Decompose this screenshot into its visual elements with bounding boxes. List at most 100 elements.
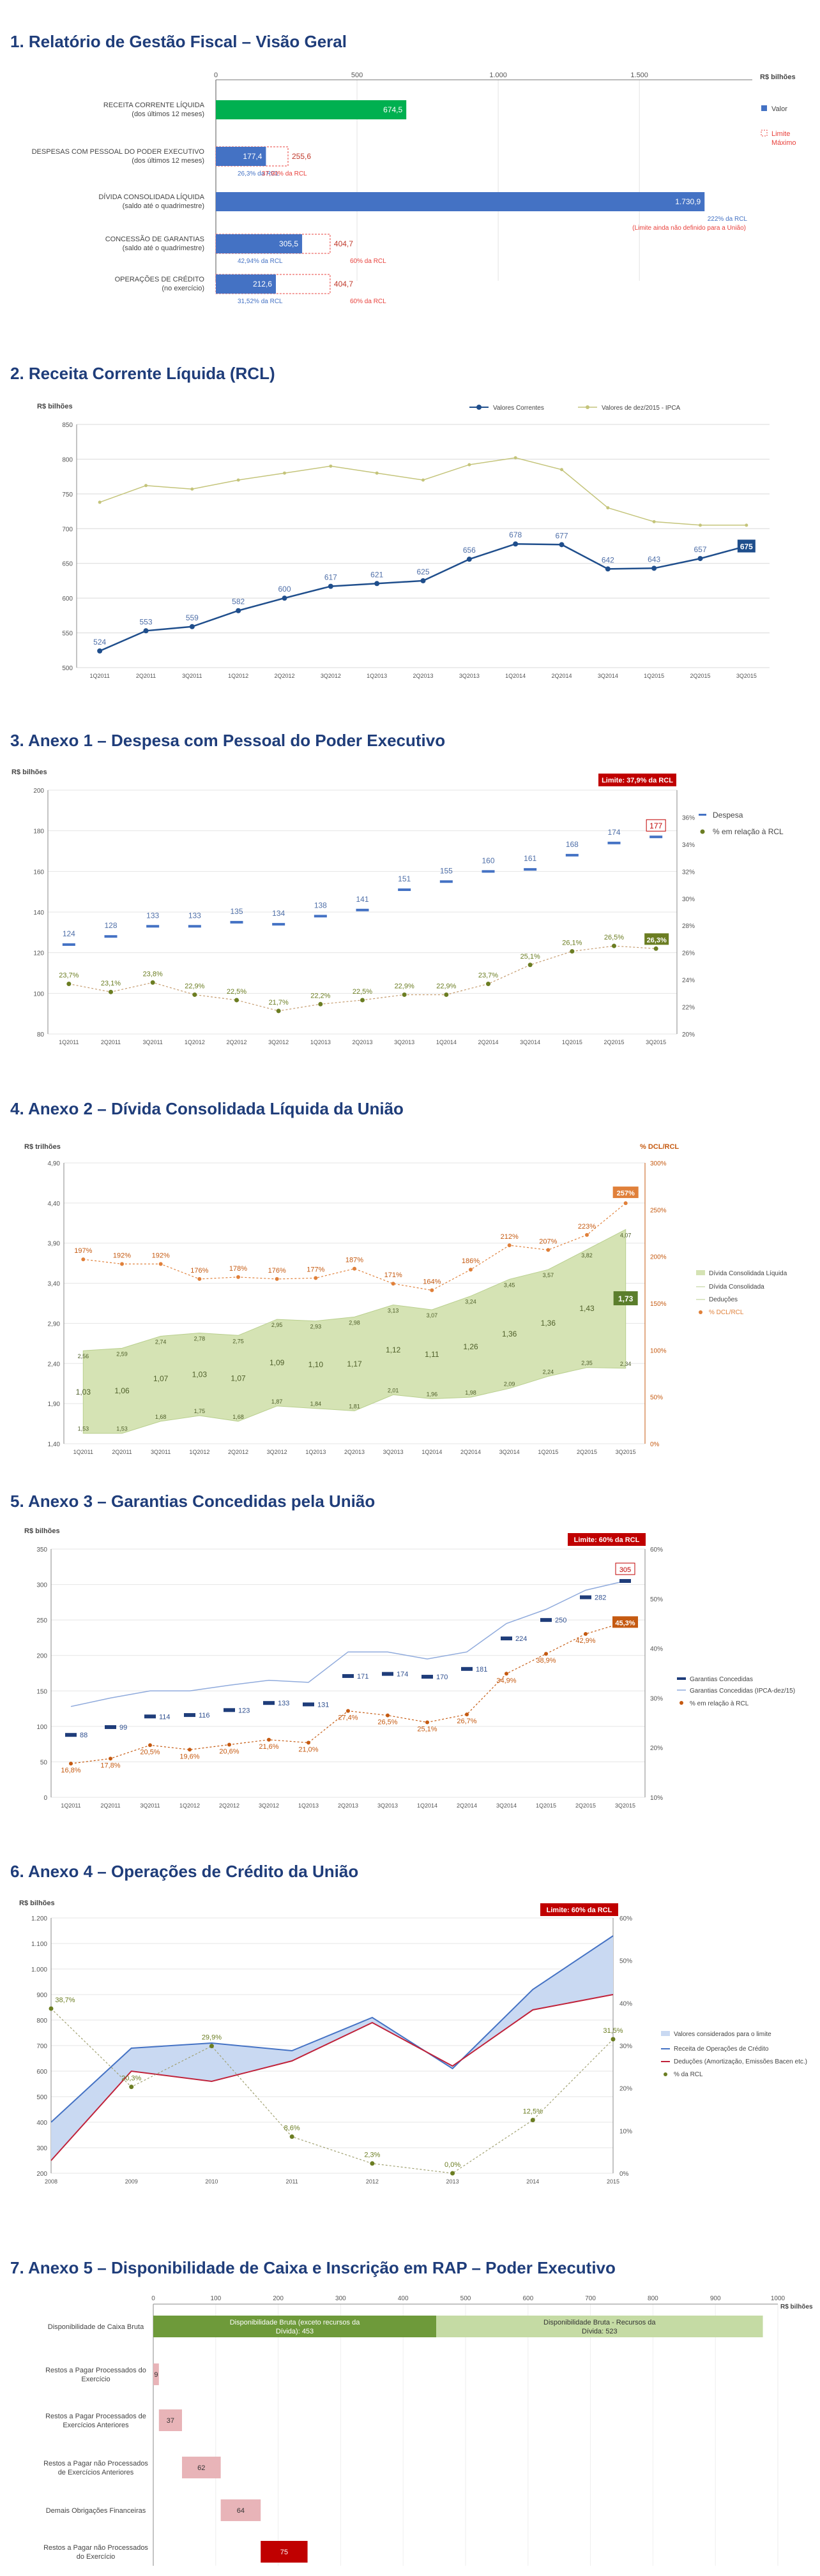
y-tick-label: 4,40 (48, 1201, 61, 1208)
deducoes-label: 1,87 (271, 1398, 283, 1405)
y2-tick-label: 60% (619, 1915, 632, 1922)
x-tick-label: 2008 (45, 2178, 57, 2185)
data-point-pct (353, 1266, 356, 1271)
data-label: 617 (324, 573, 337, 582)
row-label: de Exercícios Anteriores (58, 2469, 134, 2476)
y-tick-label: 700 (36, 2043, 47, 2050)
limit-badge (598, 774, 676, 786)
y-tick-label: 50 (40, 1759, 48, 1766)
data-point-ipca (283, 471, 286, 475)
data-point-pct (158, 1262, 163, 1266)
garantia-marker (421, 1675, 433, 1679)
data-label: 177 (649, 821, 662, 830)
deducoes-label: 2,35 (581, 1360, 593, 1367)
data-point-pct (450, 2171, 455, 2176)
section-title-4: 4. Anexo 2 – Dívida Consolidada Líquida … (10, 1099, 404, 1118)
pct-value-label: 26,3% da RCL (238, 170, 279, 177)
x-tick-label: 2Q2013 (352, 1039, 372, 1045)
y2-tick-label: 60% (650, 1546, 663, 1554)
pct-label: 26,5% (377, 1719, 397, 1726)
chart-rcl: R$ bilhões 500 550 600 650 700 750 800 850 1Q2011… (37, 403, 770, 679)
pct-value-label: 222% da RCL (708, 216, 748, 223)
data-point-pct (192, 992, 197, 997)
data-point-pct (360, 998, 365, 1003)
x-tick-label: 3Q2011 (151, 1449, 171, 1455)
data-point-pct (546, 1248, 550, 1252)
data-point-pct (197, 1277, 202, 1281)
dc-label: 2,59 (116, 1351, 128, 1357)
data-point-pct (318, 1001, 323, 1007)
garantia-marker (342, 1674, 354, 1678)
data-label: 600 (278, 585, 291, 594)
series-line-pct (50, 2008, 614, 2174)
limit-badge (540, 1903, 618, 1916)
data-label: 124 (63, 929, 75, 938)
value-label: 305,5 (279, 239, 298, 248)
axis-tick-label: 900 (710, 2295, 721, 2302)
dcl-label: 1,10 (308, 1360, 324, 1369)
legend-label: Receita de Operações de Crédito (674, 2046, 769, 2053)
data-point-pct (109, 1756, 112, 1761)
y-tick-label: 150 (36, 1688, 47, 1695)
deducoes-label: 1,98 (465, 1389, 476, 1396)
dc-label: 2,75 (232, 1338, 244, 1344)
y-tick-label: 1.200 (31, 1915, 47, 1922)
x-tick-label: 2Q2014 (478, 1039, 498, 1045)
data-point-ipca (745, 523, 748, 527)
data-point-pct (530, 2118, 535, 2123)
data-point-pct (81, 1257, 86, 1262)
data-label: 174 (607, 828, 620, 837)
deducoes-label: 2,34 (620, 1361, 632, 1367)
data-label: 133 (188, 911, 201, 920)
pct-label: 38,9% (536, 1657, 556, 1665)
data-point-pct (234, 998, 239, 1003)
dc-label: 3,82 (581, 1252, 593, 1259)
y2-tick-label: 200% (650, 1254, 667, 1261)
x-tick-label: 3Q2012 (321, 673, 341, 679)
section-title-1: 1. Relatório de Gestão Fiscal – Visão Ge… (10, 32, 347, 51)
deducoes-label: 1,68 (232, 1414, 244, 1420)
pct-limit-label: 60% da RCL (350, 258, 386, 265)
garantia-marker (303, 1702, 314, 1707)
last-value-box (615, 1562, 635, 1575)
dc-label: 2,98 (349, 1319, 360, 1326)
data-point-pct (391, 1282, 395, 1286)
pct-label: 187% (345, 1257, 363, 1264)
data-label: 642 (602, 555, 614, 564)
pct-label: 171% (384, 1271, 402, 1279)
chart-operacoes-credito: R$ bilhões 200 300 400 500 600 700 800 900 1.000 1… (19, 1899, 807, 2185)
pct-label: 2,3% (364, 2152, 380, 2159)
limit-value-label: 255,6 (292, 152, 311, 161)
data-label: 138 (314, 901, 327, 910)
pct-label: 25,1% (417, 1726, 437, 1734)
limit-badge-label: Limite: 60% da RCL (574, 1536, 640, 1544)
legend-label: Valores de dez/2015 - IPCA (602, 405, 681, 412)
y-tick-label: 180 (33, 828, 44, 835)
y-tick-label: 1.000 (31, 1966, 47, 1973)
dc-label: 3,13 (388, 1308, 399, 1314)
y-tick-label: 80 (37, 1031, 45, 1038)
pct-label: 192% (152, 1252, 170, 1259)
pct-label: 8,6% (284, 2125, 300, 2132)
stacked-segment (153, 2316, 437, 2337)
value-label: 75 (280, 2549, 288, 2556)
garantia-marker (263, 1701, 275, 1705)
dcl-label: 1,11 (425, 1350, 439, 1359)
y2-axis-title: % DCL/RCL (640, 1143, 679, 1151)
x-tick-label: 1Q2014 (436, 1039, 457, 1045)
axis-tick-label: 0 (151, 2295, 155, 2302)
data-label: 282 (595, 1594, 606, 1602)
deducoes-label: 1,53 (116, 1426, 128, 1432)
y2-tick-label: 26% (682, 950, 695, 957)
data-point-pct (570, 949, 575, 954)
garantia-marker (184, 1713, 195, 1718)
legend-swatch-limit (761, 130, 768, 137)
data-label: 134 (272, 909, 285, 918)
x-tick-label: 3Q2013 (377, 1802, 398, 1809)
pct-label: 38,7% (55, 1996, 75, 2004)
deducoes-label: 1,75 (194, 1408, 206, 1414)
row-label: DESPESAS COM PESSOAL DO PODER EXECUTIVO (32, 148, 205, 156)
data-label: 677 (555, 531, 568, 540)
legend-label: Dívida Consolidada Líquida (709, 1270, 787, 1277)
data-label: 678 (509, 530, 522, 539)
